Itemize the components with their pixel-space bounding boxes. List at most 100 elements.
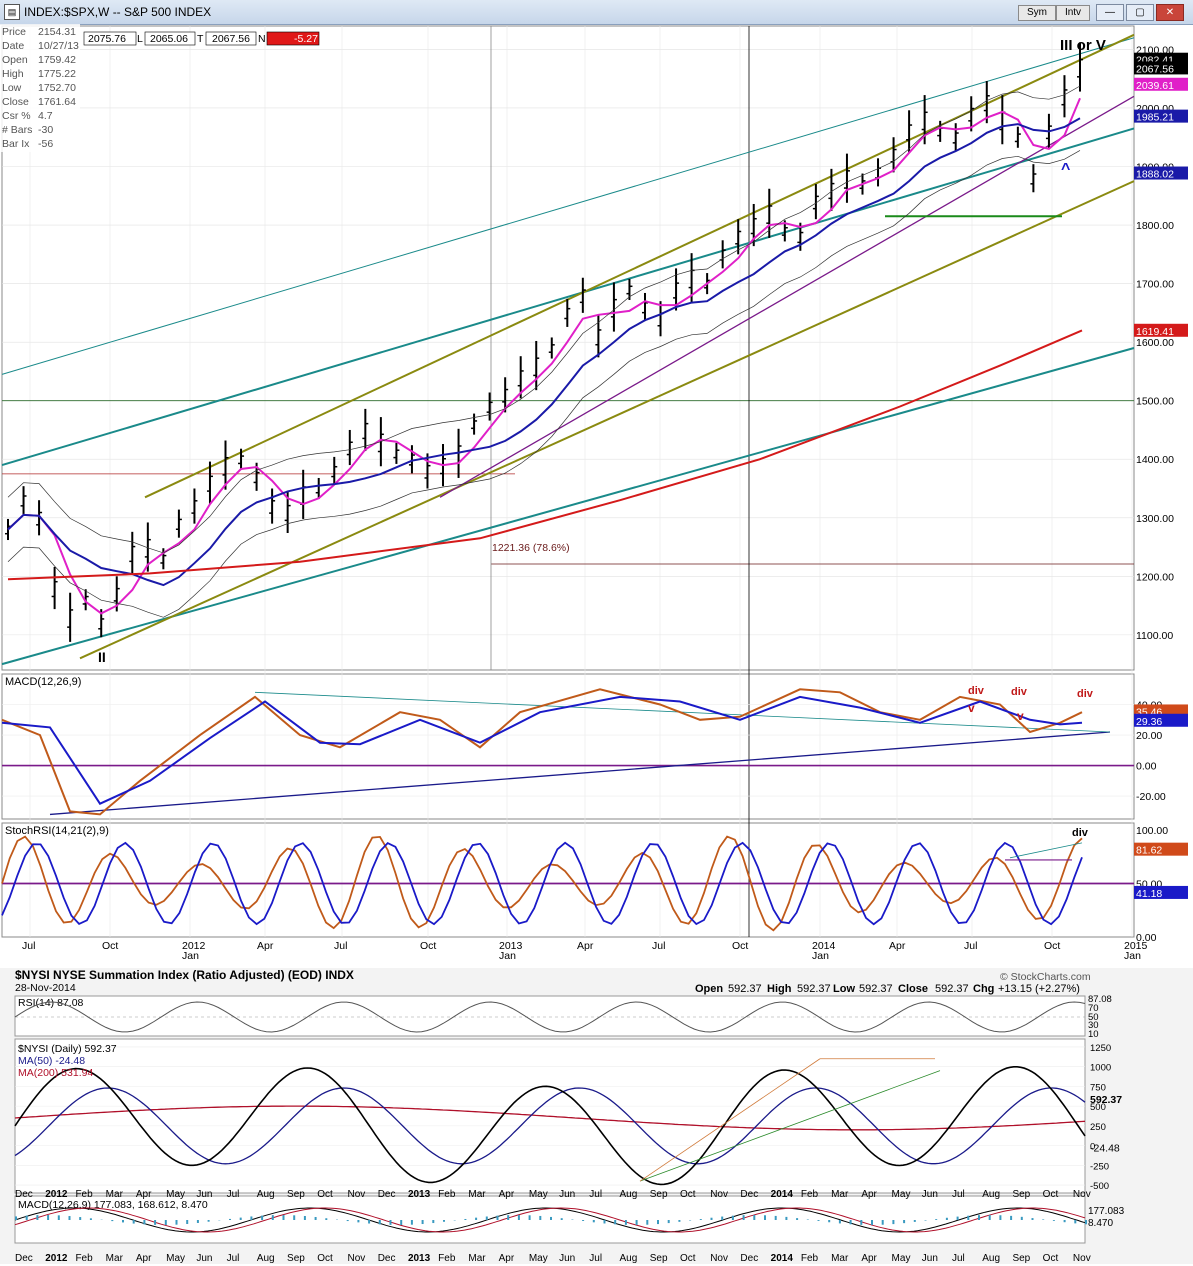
nysi-macd-hist (892, 1220, 895, 1225)
nysi-macd-hist (806, 1219, 809, 1220)
nysi-macd-x-tick: Oct (680, 1253, 696, 1264)
nysi-x-tick: Aug (620, 1189, 638, 1200)
minimize-icon[interactable]: — (1096, 4, 1124, 21)
nysi-macd-x-tick: 2012 (45, 1253, 68, 1264)
nysi-macd-hist (657, 1220, 659, 1225)
nysi-y-tick: -500 (1090, 1181, 1109, 1192)
nysi-macd-hist (443, 1220, 445, 1222)
wave-label-bottom: II (98, 649, 106, 665)
nysi-macd-hist (1074, 1220, 1077, 1224)
nysi-macd-hist (122, 1220, 124, 1223)
nysi-macd-x-tick: Oct (1043, 1253, 1059, 1264)
nysi-macd-hist (378, 1220, 381, 1225)
quote-l1: L (137, 33, 143, 45)
nysi-rsi-tick: 50 (1088, 1012, 1099, 1023)
nysi-macd-hist (956, 1216, 959, 1220)
macd-y-tick: 0.00 (1136, 761, 1157, 773)
nysi-x-tick: Jul (589, 1189, 602, 1200)
v-label-1: v (968, 701, 975, 715)
price-label: 1619.41 (1136, 326, 1174, 338)
nysi-x-tick: Mar (831, 1189, 849, 1200)
nysi-macd-value: 177.083 (1088, 1206, 1125, 1217)
quote-v4: -5.27 (294, 33, 318, 45)
info-label: Csr % (2, 110, 31, 122)
x-tick: Jul (652, 940, 665, 952)
nysi-value: -24.48 (1090, 1143, 1120, 1155)
price-label-box (1134, 61, 1188, 75)
nysi-macd-x-tick: Mar (831, 1253, 849, 1264)
nysi-macd-x-tick: Sep (1012, 1253, 1030, 1264)
nysi-macd-x-tick: Jul (952, 1253, 965, 1264)
nysi-macd-hist (464, 1218, 467, 1220)
price-label: 2067.56 (1136, 63, 1174, 75)
caret-mark: ^ (1061, 161, 1070, 178)
x-tick: 2014 (812, 940, 836, 952)
div-label-2: div (1011, 686, 1028, 698)
info-label: Low (2, 82, 22, 94)
price-label-box (1134, 166, 1188, 180)
nysi-macd-hist (796, 1218, 799, 1220)
nysi-x-tick: Nov (347, 1189, 365, 1200)
nysi-macd-hist (764, 1215, 766, 1220)
nysi-macd-x-tick: Nov (710, 1253, 728, 1264)
intv-button[interactable]: Intv (1056, 5, 1090, 21)
nysi-y-tick: 750 (1090, 1082, 1106, 1093)
nysi-ma50-line (14, 1087, 1086, 1165)
nysi-macd-hist (635, 1220, 638, 1225)
trend-teal-mid (1, 127, 1135, 467)
nysi-macd-hist (303, 1215, 306, 1220)
svg-text:592.37: 592.37 (935, 983, 969, 995)
nysi-macd-hist (1042, 1219, 1045, 1220)
wave-label-top: III or V (1060, 37, 1106, 54)
nysi-macd-hist (646, 1220, 649, 1225)
nysi-macd-hist (517, 1215, 520, 1220)
div-label-3: div (1077, 688, 1094, 700)
macd-title: MACD(12,26,9) (5, 676, 81, 688)
nysi-date: 28-Nov-2014 (15, 982, 76, 994)
quote-v3: 2067.56 (212, 33, 250, 45)
nysi-macd-x-tick: May (529, 1253, 548, 1264)
macd-trend (49, 731, 1111, 816)
nysi-x-tick: Oct (680, 1189, 696, 1200)
window-title: INDEX:$SPX,W -- S&P 500 INDEX (24, 5, 212, 19)
svg-text:MA(200) 531.94: MA(200) 531.94 (18, 1067, 93, 1079)
svg-text:Open: Open (695, 983, 723, 995)
stochrsi-title: StochRSI(14,21(2),9) (5, 825, 109, 837)
nysi-macd-hist (785, 1216, 788, 1220)
nysi-macd-hist (742, 1215, 745, 1220)
trend-purple (439, 95, 1135, 498)
price-y-tick: 1700.00 (1136, 279, 1174, 291)
price-y-tick: 1200.00 (1136, 571, 1174, 583)
info-value: 1752.70 (38, 82, 76, 94)
nysi-macd-hist (849, 1220, 852, 1225)
nysi-macd-hist (935, 1219, 938, 1220)
nysi-macd-hist (1052, 1220, 1055, 1221)
maximize-icon[interactable]: ▢ (1126, 4, 1154, 21)
nysi-macd-hist (924, 1220, 927, 1221)
info-value: 1759.42 (38, 54, 76, 66)
nysi-macd-hist (817, 1220, 820, 1221)
nysi-macd-x-tick: Sep (287, 1253, 305, 1264)
nysi-macd-x-tick: Jul (589, 1253, 602, 1264)
nysi-macd-hist (89, 1218, 92, 1220)
v-label-2: v (1017, 709, 1024, 723)
nysi-macd-hist (325, 1218, 328, 1220)
nysi-macd-hist (913, 1220, 916, 1222)
nysi-macd-hist (496, 1215, 499, 1220)
nysi-x-tick: Sep (1012, 1189, 1030, 1200)
nysi-macd-hist (239, 1217, 242, 1220)
nysi-macd-hist (871, 1220, 873, 1225)
info-value: 2154.31 (38, 26, 76, 38)
nysi-value: 592.37 (1090, 1094, 1122, 1106)
close-icon[interactable]: ✕ (1156, 4, 1184, 21)
quote-v1: 2075.76 (88, 33, 126, 45)
nysi-macd-hist (1010, 1215, 1013, 1220)
svg-text:Close: Close (898, 983, 928, 995)
svg-text:High: High (767, 983, 792, 995)
nysi-y-tick: 1250 (1090, 1043, 1111, 1054)
price-y-tick: 1100.00 (1136, 630, 1173, 642)
nysi-macd-hist (293, 1215, 296, 1220)
nysi-x-tick: Jul (952, 1189, 965, 1200)
sym-button[interactable]: Sym (1018, 5, 1056, 21)
nysi-macd-hist (164, 1220, 167, 1225)
